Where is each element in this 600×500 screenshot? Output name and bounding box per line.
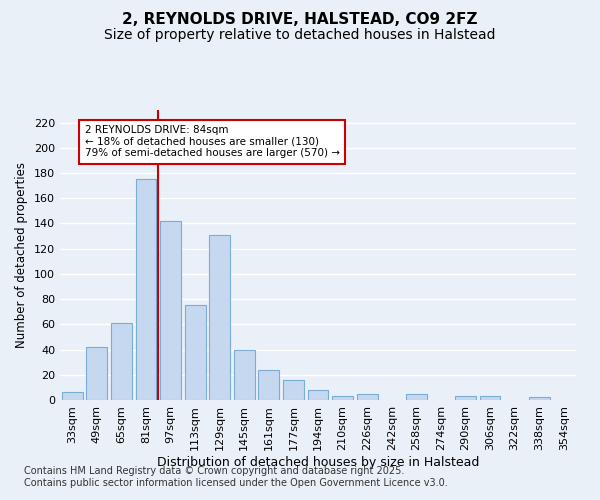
Bar <box>259 370 280 400</box>
Bar <box>529 398 550 400</box>
Bar <box>308 390 328 400</box>
Bar <box>479 396 500 400</box>
Bar <box>406 394 427 400</box>
Bar <box>356 394 377 400</box>
Bar <box>283 380 304 400</box>
Text: Contains HM Land Registry data © Crown copyright and database right 2025.
Contai: Contains HM Land Registry data © Crown c… <box>24 466 448 487</box>
Bar <box>209 235 230 400</box>
Text: Size of property relative to detached houses in Halstead: Size of property relative to detached ho… <box>104 28 496 42</box>
Y-axis label: Number of detached properties: Number of detached properties <box>16 162 28 348</box>
Bar <box>62 392 83 400</box>
Bar <box>111 323 132 400</box>
Bar <box>136 180 157 400</box>
Text: 2, REYNOLDS DRIVE, HALSTEAD, CO9 2FZ: 2, REYNOLDS DRIVE, HALSTEAD, CO9 2FZ <box>122 12 478 28</box>
X-axis label: Distribution of detached houses by size in Halstead: Distribution of detached houses by size … <box>157 456 479 468</box>
Bar <box>234 350 255 400</box>
Bar <box>332 396 353 400</box>
Bar <box>160 221 181 400</box>
Bar <box>185 306 206 400</box>
Bar <box>86 347 107 400</box>
Text: 2 REYNOLDS DRIVE: 84sqm
← 18% of detached houses are smaller (130)
79% of semi-d: 2 REYNOLDS DRIVE: 84sqm ← 18% of detache… <box>85 125 340 158</box>
Bar <box>455 396 476 400</box>
